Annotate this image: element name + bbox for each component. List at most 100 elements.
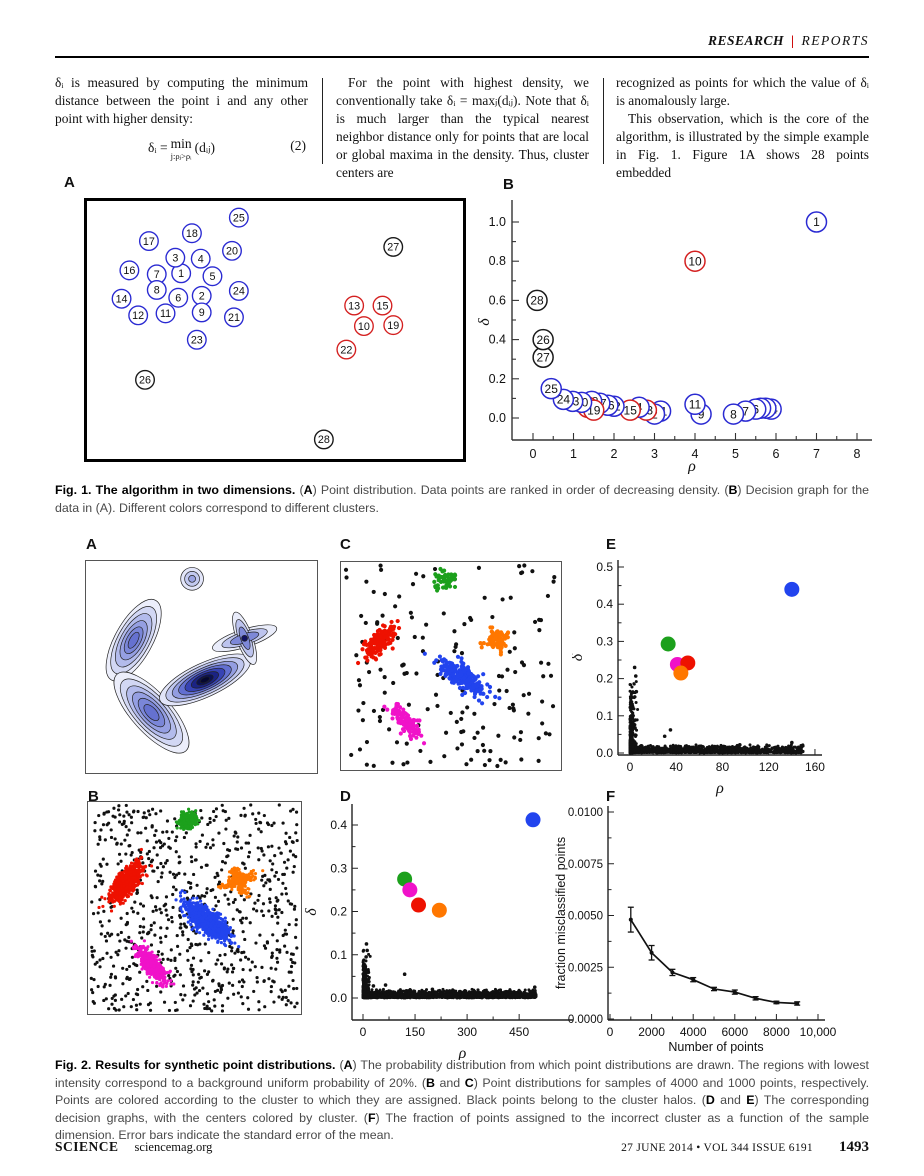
- fig2-decision-graph-1000-chart: 0 40 80 120 160 0.0 0.1 0.2 0.3 0.4 0.5 ρ δ: [572, 560, 825, 797]
- fig2-caption: Fig. 2. Results for synthetic point dist…: [55, 1058, 870, 1143]
- svg-text:8: 8: [154, 285, 160, 297]
- svg-text:0.4: 0.4: [489, 333, 506, 347]
- issue-info: 27 JUNE 2014 • VOL 344 ISSUE 6191: [621, 1142, 813, 1154]
- fig2b-cluster-5: [129, 939, 176, 989]
- svg-text:ρ: ρ: [715, 780, 724, 797]
- svg-text:ρ: ρ: [687, 458, 696, 474]
- equation-2: δᵢ = min j:ρⱼ>ρᵢ (dᵢⱼ) (2): [55, 135, 308, 161]
- svg-text:23: 23: [191, 334, 203, 346]
- fig2c-cluster-0: [432, 566, 458, 593]
- svg-text:0.0: 0.0: [596, 746, 613, 760]
- min-condition: j:ρⱼ>ρᵢ: [170, 150, 192, 161]
- text-column-2: For the point with highest density, we c…: [336, 74, 589, 182]
- column-rule-2: [603, 78, 604, 164]
- svg-text:15: 15: [624, 403, 638, 417]
- equation-min-operator: min j:ρⱼ>ρᵢ: [171, 135, 192, 161]
- subsection-label: REPORTS: [801, 33, 869, 48]
- svg-text:8: 8: [730, 407, 737, 421]
- svg-text:5: 5: [732, 447, 739, 461]
- fig1b-points: 1435678911212134151216171822192023242527…: [526, 211, 828, 425]
- fig1-panel-a-label: A: [64, 174, 75, 191]
- svg-text:0.2: 0.2: [596, 672, 613, 686]
- body-paragraph: This observation, which is the core of t…: [616, 110, 869, 180]
- svg-text:18: 18: [186, 228, 198, 240]
- svg-text:7: 7: [742, 404, 749, 418]
- fig2-probability-contour-chart: [85, 560, 318, 774]
- fig2d-cluster-centers: [397, 812, 541, 918]
- svg-text:2: 2: [611, 447, 618, 461]
- svg-text:0.3: 0.3: [596, 634, 613, 648]
- equation-lhs: δᵢ =: [148, 139, 168, 155]
- fig2b-cluster-4: [227, 866, 252, 899]
- fig2e-cluster-centers: [660, 581, 800, 681]
- svg-text:22: 22: [340, 344, 352, 356]
- journal-site: sciencemag.org: [134, 1140, 213, 1154]
- fig2b-cluster-2: [174, 889, 241, 949]
- svg-text:40: 40: [670, 760, 684, 774]
- fig2e-axes: [617, 560, 822, 756]
- svg-text:7: 7: [154, 269, 160, 281]
- svg-text:4: 4: [198, 253, 204, 265]
- svg-text:20: 20: [226, 246, 238, 258]
- svg-text:0.2: 0.2: [489, 372, 506, 386]
- fig2-scatter-1000-chart: [340, 561, 562, 771]
- svg-text:δ: δ: [478, 318, 493, 326]
- equation-number: (2): [290, 137, 306, 153]
- svg-text:26: 26: [139, 375, 151, 387]
- svg-text:12: 12: [132, 310, 144, 322]
- header-rule: [55, 56, 869, 58]
- svg-text:24: 24: [233, 286, 245, 298]
- body-paragraph: For the point with highest density, we c…: [336, 75, 589, 180]
- svg-text:10: 10: [688, 254, 702, 268]
- svg-text:1: 1: [813, 215, 820, 229]
- fig2-error-curve-chart: 0 2000 4000 6000 8000 10,0000.00000.00250.005…: [554, 806, 837, 1054]
- fig2-panel-b-label: B: [88, 788, 99, 805]
- fig1-panel-b-label: B: [503, 176, 514, 193]
- contour-cross-cluster: [212, 611, 278, 665]
- svg-text:27: 27: [536, 350, 550, 364]
- text-column-3: recognized as points for which the value…: [616, 74, 869, 182]
- fig2d-black-points: [361, 942, 538, 1000]
- fig2-panel-f-label: F: [606, 788, 616, 805]
- fig1a-points: 123 4567891011121314151617181920212223242…: [111, 207, 404, 450]
- fig2b-cluster-1: [97, 847, 154, 913]
- svg-text:27: 27: [387, 242, 399, 254]
- svg-text:5: 5: [209, 271, 215, 283]
- contour-small-circular-cluster: [180, 567, 204, 591]
- svg-text:11: 11: [689, 397, 702, 411]
- svg-text:δ: δ: [572, 653, 586, 661]
- svg-text:25: 25: [545, 382, 559, 396]
- svg-text:15: 15: [377, 300, 389, 312]
- fig1-point-distribution-chart: 123 4567891011121314151617181920212223242…: [111, 207, 404, 450]
- fig2b-cluster-0: [174, 807, 201, 831]
- fig2c-cluster-1: [355, 619, 402, 666]
- svg-text:13: 13: [348, 300, 360, 312]
- svg-text:2: 2: [199, 291, 205, 303]
- journal-name: SCIENCE: [55, 1139, 119, 1154]
- footer-left: SCIENCE sciencemag.org: [55, 1138, 212, 1156]
- svg-text:16: 16: [123, 265, 135, 277]
- body-paragraph: δᵢ is measured by computing the minimum …: [55, 75, 308, 126]
- contour-central-ellipse: [159, 653, 251, 707]
- svg-text:14: 14: [116, 293, 128, 305]
- svg-text:0.4: 0.4: [596, 597, 613, 611]
- fig2c-cluster-2: [422, 651, 502, 706]
- svg-text:9: 9: [698, 407, 705, 421]
- svg-text:25: 25: [233, 212, 245, 224]
- header-divider: |: [791, 33, 795, 48]
- svg-text:0: 0: [627, 760, 634, 774]
- min-op: min: [170, 135, 192, 151]
- fig2f-axes: [607, 806, 825, 1021]
- svg-text:0: 0: [530, 447, 537, 461]
- equation-rhs: (dᵢⱼ): [194, 139, 215, 155]
- fig2c-cluster-5: [382, 701, 427, 746]
- fig2e-black-points: [628, 665, 805, 755]
- fig2c-cluster-4: [488, 625, 508, 657]
- svg-text:9: 9: [199, 307, 205, 319]
- svg-text:0.5: 0.5: [596, 560, 613, 574]
- running-head: RESEARCH | REPORTS: [708, 33, 869, 49]
- svg-text:80: 80: [716, 760, 730, 774]
- svg-text:1: 1: [178, 268, 184, 280]
